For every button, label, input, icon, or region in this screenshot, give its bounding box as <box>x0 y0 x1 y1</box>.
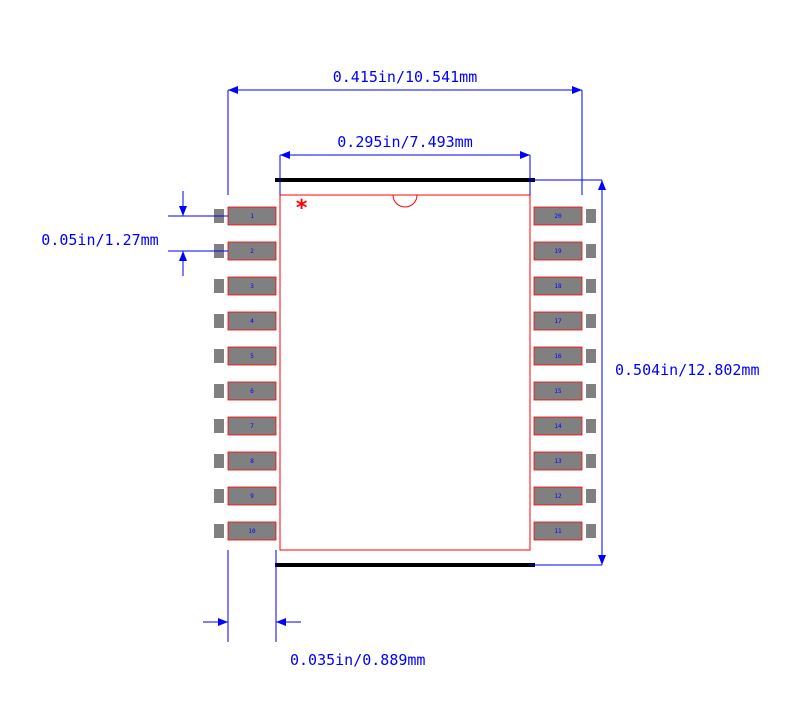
package-body <box>280 195 530 550</box>
lead-stub <box>586 209 596 223</box>
lead-stub <box>214 314 224 328</box>
lead-stub <box>586 314 596 328</box>
pad-label-11: 11 <box>554 528 562 535</box>
lead-stub <box>214 419 224 433</box>
dim-label: 0.05in/1.27mm <box>41 231 158 249</box>
lead-stub <box>214 454 224 468</box>
lead-stub <box>214 279 224 293</box>
pad-label-18: 18 <box>554 283 562 290</box>
pad-label-12: 12 <box>554 493 562 500</box>
lead-stub <box>214 524 224 538</box>
pad-label-6: 6 <box>250 388 254 395</box>
lead-stub <box>214 489 224 503</box>
pad-label-3: 3 <box>250 283 254 290</box>
pad-label-7: 7 <box>250 423 254 430</box>
pad-label-5: 5 <box>250 353 254 360</box>
lead-stub <box>586 244 596 258</box>
lead-stub <box>586 489 596 503</box>
pad-label-10: 10 <box>248 528 256 535</box>
lead-stub <box>586 384 596 398</box>
pad-label-1: 1 <box>250 213 254 220</box>
lead-stub <box>586 419 596 433</box>
pad-label-9: 9 <box>250 493 254 500</box>
pad-label-2: 2 <box>250 248 254 255</box>
pad-label-8: 8 <box>250 458 254 465</box>
orientation-notch <box>393 195 417 207</box>
lead-stub <box>586 524 596 538</box>
dim-label: 0.035in/0.889mm <box>290 651 425 669</box>
lead-stub <box>214 349 224 363</box>
lead-stub <box>586 279 596 293</box>
dim-label: 0.295in/7.493mm <box>337 133 472 151</box>
package-footprint-diagram: *12345678910111213141516171819200.415in/… <box>0 0 800 712</box>
pad-label-20: 20 <box>554 213 562 220</box>
pad-label-16: 16 <box>554 353 562 360</box>
dim-label: 0.415in/10.541mm <box>333 68 478 86</box>
lead-stub <box>586 349 596 363</box>
pad-label-17: 17 <box>554 318 562 325</box>
pad-label-13: 13 <box>554 458 562 465</box>
lead-stub <box>214 384 224 398</box>
dim-label: 0.504in/12.802mm <box>615 361 760 379</box>
pin1-marker: * <box>295 196 308 221</box>
pad-label-14: 14 <box>554 423 562 430</box>
pad-label-4: 4 <box>250 318 254 325</box>
lead-stub <box>586 454 596 468</box>
pad-label-15: 15 <box>554 388 562 395</box>
pad-label-19: 19 <box>554 248 562 255</box>
